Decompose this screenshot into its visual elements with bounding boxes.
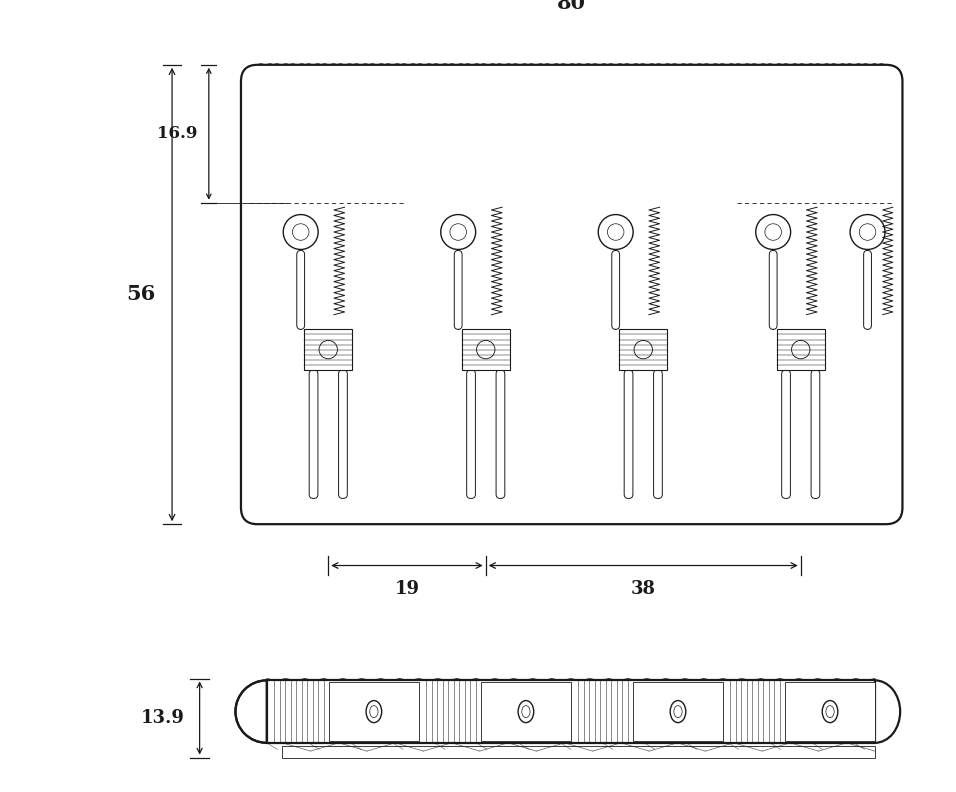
FancyBboxPatch shape [309, 370, 318, 498]
Text: 16.9: 16.9 [158, 125, 198, 143]
Bar [481, 682, 571, 741]
FancyBboxPatch shape [863, 250, 872, 329]
Bar [329, 682, 419, 741]
FancyBboxPatch shape [467, 370, 475, 498]
FancyBboxPatch shape [241, 65, 902, 524]
Ellipse shape [522, 706, 530, 718]
Ellipse shape [822, 701, 837, 722]
Text: 56: 56 [126, 284, 156, 304]
FancyBboxPatch shape [654, 370, 663, 498]
FancyBboxPatch shape [338, 370, 347, 498]
Ellipse shape [670, 701, 685, 722]
Bar [619, 329, 667, 370]
Text: 19: 19 [395, 581, 420, 598]
FancyBboxPatch shape [624, 370, 633, 498]
Ellipse shape [826, 706, 835, 718]
FancyBboxPatch shape [612, 250, 619, 329]
Bar [282, 745, 875, 757]
Text: 38: 38 [631, 581, 656, 598]
Text: 13.9: 13.9 [141, 709, 185, 727]
Ellipse shape [674, 706, 683, 718]
FancyBboxPatch shape [770, 250, 777, 329]
FancyBboxPatch shape [496, 370, 505, 498]
Bar [462, 329, 510, 370]
Ellipse shape [370, 706, 378, 718]
Bar [633, 682, 723, 741]
Text: 80: 80 [557, 0, 586, 13]
Bar [785, 682, 875, 741]
Ellipse shape [366, 701, 381, 722]
Wedge shape [235, 680, 267, 743]
Ellipse shape [518, 701, 533, 722]
Bar [267, 680, 875, 743]
FancyBboxPatch shape [782, 370, 791, 498]
Bar [777, 329, 825, 370]
Bar [304, 329, 352, 370]
FancyBboxPatch shape [296, 250, 305, 329]
FancyBboxPatch shape [811, 370, 820, 498]
FancyBboxPatch shape [454, 250, 462, 329]
